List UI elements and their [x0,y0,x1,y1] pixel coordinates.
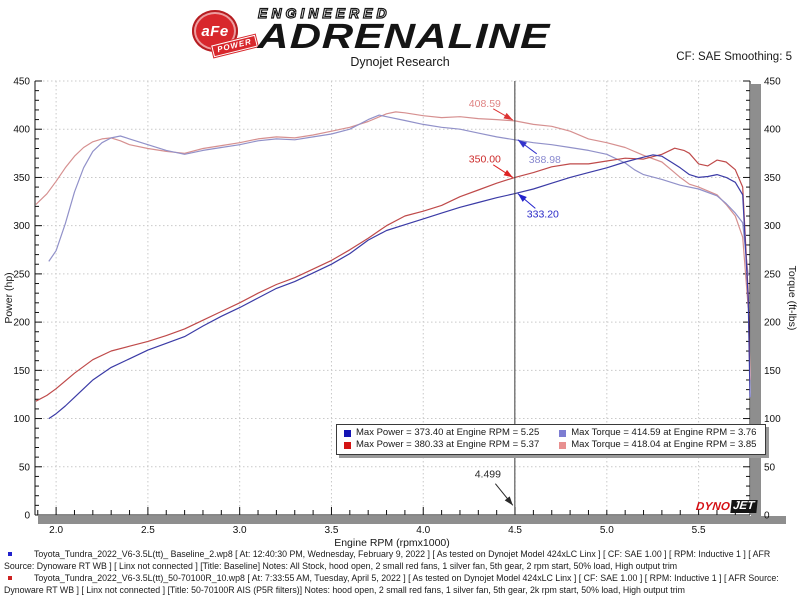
torque-axis-title: Torque (ft-lbs) [786,266,798,331]
svg-text:5.0: 5.0 [600,525,614,536]
axis-ticks [35,80,750,516]
svg-text:408.59: 408.59 [469,98,501,110]
annotation-4.499: 4.499 [475,468,514,506]
dynojet-logo-jet: JET [730,500,758,513]
svg-text:150: 150 [13,366,30,377]
svg-text:5.5: 5.5 [692,525,706,536]
svg-text:50: 50 [19,462,31,473]
svg-text:350: 350 [13,173,30,184]
svg-text:4.0: 4.0 [416,525,430,536]
brand-engineered-text: ENGINEERED [257,5,391,21]
run-details-text: Toyota_Tundra_2022_V6-3.5L(tt)_ Baseline… [4,549,771,571]
legend-swatch-torque-baseline [559,429,567,437]
run-details-intake: Toyota_Tundra_2022_V6-3.5L(tt)_50-70100R… [4,573,798,596]
run-details-baseline: Toyota_Tundra_2022_V6-3.5L(tt)_ Baseline… [4,549,798,572]
svg-text:350: 350 [764,173,781,184]
right-frame-strip [751,84,761,524]
svg-text:333.20: 333.20 [527,209,559,221]
torque-50-70100R-curve [35,111,749,308]
legend-label: Max Power = 380.33 at Engine RPM = 5.37 [356,439,540,450]
power-axis-title: Power (hp) [3,272,15,323]
legend-box: Max Power = 373.40 at Engine RPM = 5.25 … [336,424,767,455]
svg-text:0: 0 [764,511,770,522]
dynojet-logo: DYNO JET [695,500,758,513]
legend-item-max-torque-intake: Max Torque = 418.04 at Engine RPM = 3.85 [559,439,756,451]
svg-text:100: 100 [13,414,30,425]
annotation-388.98: 388.98 [517,139,561,166]
svg-text:400: 400 [764,125,781,136]
power-baseline-curve [48,154,751,420]
svg-text:400: 400 [13,125,30,136]
brand-wordmark: ENGINEERED ADRENALINE [257,5,551,56]
svg-text:3.0: 3.0 [233,525,247,536]
svg-text:300: 300 [13,221,30,232]
annotation-333.20: 333.20 [517,193,559,221]
svg-text:300: 300 [764,221,781,232]
legend-swatch-torque-intake [559,441,567,449]
legend-item-max-power-intake: Max Power = 380.33 at Engine RPM = 5.37 [344,439,539,451]
power-50-70100R-curve [35,147,751,402]
svg-text:450: 450 [13,77,30,88]
svg-text:4.499: 4.499 [475,468,501,480]
baseline-bullet-icon [8,552,12,556]
torque-baseline-curve [48,114,749,276]
intake-bullet-icon [8,576,12,580]
brand-adrenaline-text: ADRENALINE [257,17,551,56]
run-details-text: Toyota_Tundra_2022_V6-3.5L(tt)_50-70100R… [4,573,779,595]
svg-text:388.98: 388.98 [529,154,561,166]
svg-text:4.5: 4.5 [508,525,522,536]
svg-text:50: 50 [764,462,776,473]
annotation-408.59: 408.59 [469,98,514,121]
dynojet-logo-dyno: DYNO [695,500,731,513]
svg-text:200: 200 [764,318,781,329]
svg-text:350.00: 350.00 [469,153,501,165]
svg-text:200: 200 [13,318,30,329]
rpm-axis-title: Engine RPM (rpmx1000) [334,537,450,549]
annotation-350.00: 350.00 [469,153,514,178]
legend-swatch-power-baseline [344,429,351,437]
run-details-footer: Toyota_Tundra_2022_V6-3.5L(tt)_ Baseline… [4,549,798,597]
legend-label: Max Torque = 418.04 at Engine RPM = 3.85 [571,439,757,450]
smoothing-label: CF: SAE Smoothing: 5 [676,51,792,63]
legend-swatch-power-intake [344,441,351,449]
legend-item-max-torque-baseline: Max Torque = 414.59 at Engine RPM = 3.76 [559,427,756,439]
page-title: Dynojet Research [350,55,450,69]
axis-tick-labels: 0 0 50 50 100 100 150 150 200 200 250 250 300 300 350 3… [13,77,781,537]
svg-text:2.5: 2.5 [141,525,155,536]
legend-label: Max Torque = 414.59 at Engine RPM = 3.76 [571,427,757,438]
svg-text:0: 0 [24,511,30,522]
svg-text:250: 250 [764,269,781,280]
gridlines [35,80,750,515]
svg-text:250: 250 [13,269,30,280]
svg-text:150: 150 [764,366,781,377]
legend-item-max-power-baseline: Max Power = 373.40 at Engine RPM = 5.25 [344,427,539,439]
svg-text:450: 450 [764,77,781,88]
bottom-frame-strip [38,516,786,524]
svg-text:2.0: 2.0 [49,525,63,536]
svg-text:100: 100 [764,414,781,425]
svg-text:3.5: 3.5 [325,525,339,536]
legend-label: Max Power = 373.40 at Engine RPM = 5.25 [356,427,540,438]
afe-badge-label: aFe [201,22,229,40]
